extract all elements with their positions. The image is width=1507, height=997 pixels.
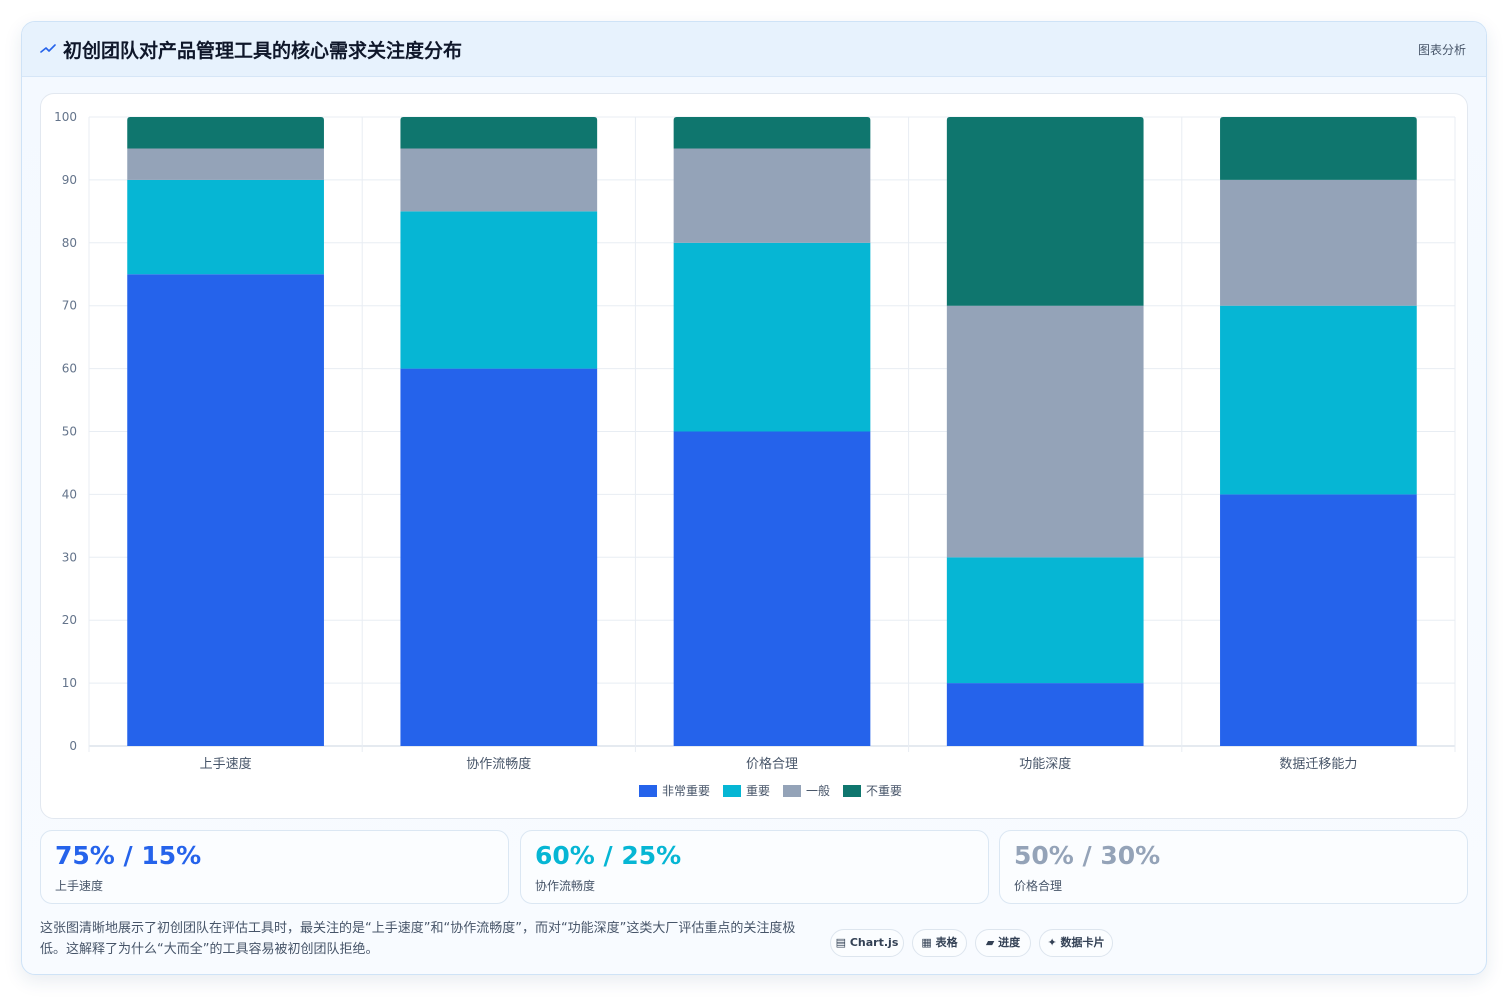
- chart-card: 初创团队对产品管理工具的核心需求关注度分布 图表分析 0 10 20 30 40 50 60…: [21, 21, 1487, 975]
- y-tick-label: 100: [54, 110, 77, 124]
- card-header: 初创团队对产品管理工具的核心需求关注度分布 图表分析: [22, 22, 1486, 77]
- bar-segment: [673, 117, 871, 149]
- chip-label: Chart.js: [849, 936, 899, 949]
- bar-segment: [127, 117, 324, 149]
- y-tick-label: 70: [62, 299, 77, 313]
- bar-segment: [673, 431, 871, 746]
- table-icon: ▦: [921, 936, 932, 949]
- stat-value: 75% / 15%: [55, 841, 202, 870]
- chip-label: 进度: [998, 936, 1021, 949]
- bar-segment: [127, 148, 324, 180]
- chip-data-card[interactable]: ✦ 数据卡片: [1039, 929, 1113, 957]
- stat-label: 上手速度: [55, 879, 104, 893]
- bar-segment: [127, 179, 324, 275]
- chip-label: 数据卡片: [1060, 936, 1105, 949]
- x-tick-label: 上手速度: [200, 756, 252, 772]
- bar-segment: [400, 148, 598, 212]
- bar-segment: [673, 242, 871, 432]
- legend-label: 不重要: [866, 784, 902, 798]
- y-tick-label: 10: [62, 676, 77, 690]
- x-tick-label: 协作流畅度: [466, 756, 531, 772]
- legend-label: 非常重要: [662, 784, 710, 798]
- legend-label: 一般: [806, 783, 830, 798]
- bar-segment: [127, 274, 324, 746]
- chip-table[interactable]: ▦ 表格: [912, 929, 967, 957]
- progress-icon: ▰: [985, 936, 995, 949]
- stat-label: 价格合理: [1014, 879, 1063, 893]
- chart-description: 这张图清晰地展示了初创团队在评估工具时，最关注的是“上手速度”和“协作流畅度”，…: [40, 921, 796, 957]
- x-tick-label: 价格合理: [746, 756, 798, 772]
- y-tick-label: 20: [62, 613, 77, 627]
- stat-value: 60% / 25%: [535, 841, 682, 870]
- chip-label: 表格: [935, 936, 958, 949]
- stat-value: 50% / 30%: [1014, 841, 1161, 870]
- legend-swatch: [843, 785, 861, 797]
- bar-segment: [400, 211, 598, 369]
- y-tick-label: 40: [62, 487, 77, 501]
- chart-analysis-tag: 图表分析: [1417, 43, 1466, 57]
- bar-segment: [673, 148, 871, 243]
- bar-segment: [946, 557, 1144, 684]
- bar-segment: [946, 117, 1144, 306]
- chart-panel: 0 10 20 30 40 50 60 70 80 90 100 上手速度 协作流畅度 价格合理 功能深度 数…: [40, 93, 1468, 819]
- legend-swatch: [783, 785, 801, 797]
- bar-segment: [946, 305, 1144, 558]
- y-tick-label: 60: [62, 362, 77, 376]
- stacked-bar-chart: 0 10 20 30 40 50 60 70 80 90 100 上手速度 协作流畅度 价格合理 功能深度 数…: [54, 110, 1456, 798]
- stat-card: 75% / 15% 上手速度: [40, 830, 509, 904]
- sparkle-icon: ✦: [1047, 936, 1057, 949]
- y-tick-label: 30: [62, 550, 77, 564]
- y-tick-label: 90: [62, 173, 77, 187]
- stat-card: 60% / 25% 协作流畅度: [520, 830, 989, 904]
- x-tick-label: 功能深度: [1019, 756, 1071, 772]
- bar-segment: [400, 117, 598, 149]
- chart-title: 初创团队对产品管理工具的核心需求关注度分布: [63, 40, 463, 62]
- y-tick-label: 50: [62, 425, 77, 439]
- legend-label: 重要: [746, 784, 770, 798]
- bar-segment: [1220, 494, 1417, 746]
- chip-chartjs[interactable]: ▤ Chart.js: [830, 929, 904, 957]
- chip-progress[interactable]: ▰ 进度: [975, 929, 1031, 957]
- trend-line-icon: [40, 44, 56, 53]
- y-tick-label: 0: [69, 739, 77, 753]
- legend-swatch: [639, 785, 657, 797]
- bar-segment: [1220, 117, 1417, 180]
- stat-label: 协作流畅度: [535, 879, 596, 893]
- x-tick-label: 数据迁移能力: [1279, 757, 1357, 772]
- chart-icon: ▤: [835, 936, 847, 949]
- bar-segment: [1220, 305, 1417, 495]
- legend-swatch: [723, 785, 741, 797]
- bar-segment: [946, 683, 1144, 746]
- bar-segment: [400, 368, 598, 746]
- bar-segment: [1220, 179, 1417, 306]
- stat-card: 50% / 30% 价格合理: [999, 830, 1468, 904]
- y-tick-label: 80: [62, 236, 77, 250]
